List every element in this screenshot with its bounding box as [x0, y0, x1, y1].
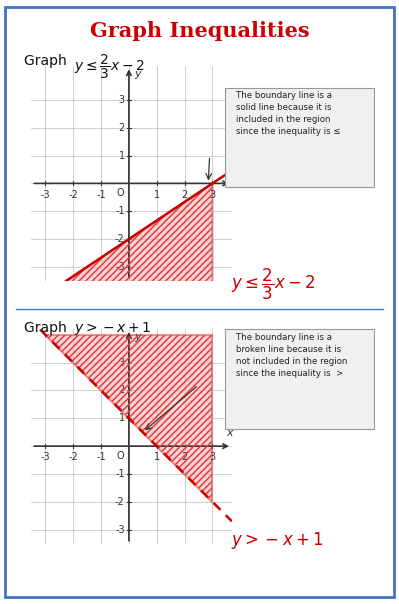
Text: -1: -1	[115, 206, 125, 216]
Text: $y>-x+1$: $y>-x+1$	[231, 530, 324, 551]
Text: 2: 2	[119, 123, 125, 133]
Text: -1: -1	[115, 469, 125, 479]
Text: 3: 3	[209, 190, 215, 199]
Text: -3: -3	[41, 452, 50, 462]
Text: -3: -3	[115, 525, 125, 535]
Text: Graph: Graph	[24, 54, 75, 68]
Text: Graph: Graph	[24, 321, 75, 335]
Text: 3: 3	[119, 95, 125, 105]
FancyBboxPatch shape	[225, 329, 373, 429]
Text: $y \leq \dfrac{2}{3}x-2$: $y \leq \dfrac{2}{3}x-2$	[231, 267, 316, 302]
Text: 1: 1	[119, 150, 125, 161]
Text: y: y	[134, 69, 140, 79]
Text: -2: -2	[115, 234, 125, 244]
FancyBboxPatch shape	[225, 88, 373, 187]
Text: $y\leq\dfrac{2}{3}x-2$: $y\leq\dfrac{2}{3}x-2$	[74, 53, 144, 82]
Text: 2: 2	[182, 452, 188, 462]
Text: $y>-x+1$: $y>-x+1$	[74, 320, 151, 337]
Text: -3: -3	[41, 190, 50, 199]
Text: -2: -2	[68, 190, 78, 199]
Text: 2: 2	[182, 190, 188, 199]
Text: The boundary line is a
broken line because it is
not included in the region
sinc: The boundary line is a broken line becau…	[235, 332, 347, 378]
Text: 1: 1	[154, 190, 160, 199]
Text: O: O	[116, 188, 124, 198]
Text: -2: -2	[115, 497, 125, 507]
Text: 3: 3	[119, 358, 125, 368]
Text: x: x	[226, 428, 233, 439]
Text: -1: -1	[96, 190, 106, 199]
Text: 2: 2	[119, 385, 125, 396]
Polygon shape	[45, 184, 212, 295]
Text: 1: 1	[154, 452, 160, 462]
Text: 3: 3	[209, 452, 215, 462]
Text: 1: 1	[119, 413, 125, 423]
Text: y: y	[134, 332, 140, 342]
Text: -3: -3	[115, 262, 125, 272]
Polygon shape	[45, 335, 212, 502]
Text: x: x	[226, 165, 233, 176]
Text: Graph Inequalities: Graph Inequalities	[90, 21, 309, 41]
Text: O: O	[116, 451, 124, 461]
Text: The boundary line is a
solid line because it is
included in the region
since the: The boundary line is a solid line becaus…	[235, 91, 340, 137]
Text: -1: -1	[96, 452, 106, 462]
Text: -2: -2	[68, 452, 78, 462]
